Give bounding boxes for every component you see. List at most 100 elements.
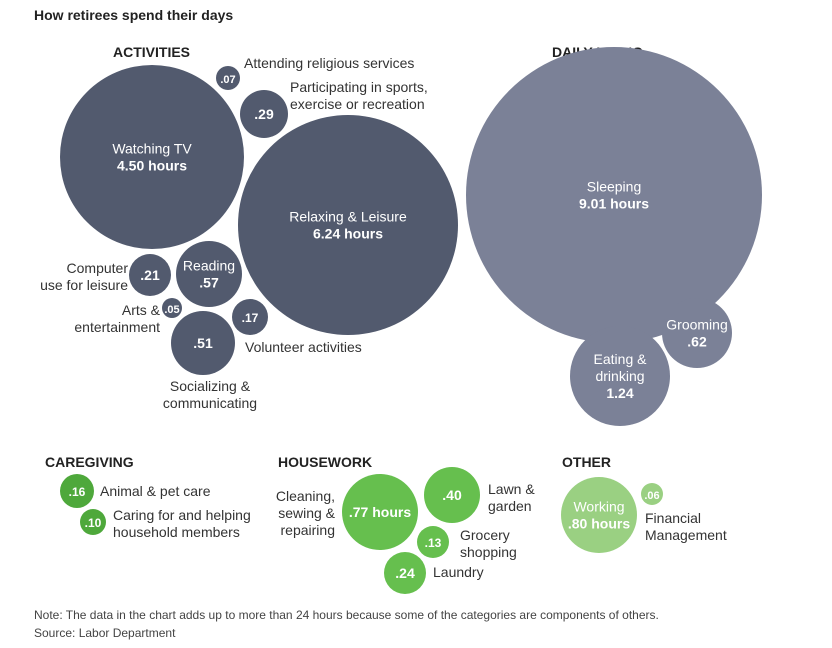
bubble-laundry: .24 Laundry [384,552,484,594]
bubble-value-working: .80 hours [568,516,630,532]
bubble-name-working: Working [573,499,624,515]
bubble-name-reading: Reading [183,258,235,274]
chart-title: How retirees spend their days [34,7,233,23]
bubble-value-arts-entertainment: .05 [164,304,179,316]
bubble-label-laundry: Laundry [433,564,484,580]
bubble-circle-grooming [662,298,732,368]
bubble-working: Working.80 hours [561,477,637,553]
bubble-circle-computer-use [129,254,171,296]
section-housework: HOUSEWORK [278,454,372,470]
bubble-label-arts-entertainment: entertainment [74,319,160,335]
bubble-value-volunteer: .17 [242,311,259,325]
bubble-label-arts-entertainment: Arts & [122,302,161,318]
bubble-label-grocery: Grocery [460,527,510,543]
bubble-name-grooming: Grooming [666,317,727,333]
bubble-value-household-members: .10 [85,516,102,530]
bubble-value-sleeping: 9.01 hours [579,196,649,212]
bubble-label-pet-care: Animal & pet care [100,483,211,499]
bubble-circle-watching-tv [60,65,244,249]
bubble-label-volunteer: Volunteer activities [245,339,362,355]
bubble-label-sports-exercise: exercise or recreation [290,96,425,112]
bubble-value-cleaning: .77 hours [349,504,411,520]
bubble-reading: Reading.57 [176,241,242,307]
bubble-circle-grocery [417,526,449,558]
bubble-value-sports-exercise: .29 [254,106,274,122]
bubble-label-socializing: Socializing & [170,378,251,394]
bubble-circle-cleaning [342,474,418,550]
bubble-label-lawn-garden: Lawn & [488,481,535,497]
bubble-circle-lawn-garden [424,467,480,523]
bubble-value-socializing: .51 [193,335,213,351]
bubble-name-eating-drinking: drinking [595,368,644,384]
bubble-label-computer-use: Computer [67,260,129,276]
bubble-label-religious-services: Attending religious services [244,55,414,71]
bubble-name-eating-drinking: Eating & [594,351,648,367]
bubble-label-cleaning: Cleaning, [276,488,335,504]
bubble-value-computer-use: .21 [140,267,160,283]
bubble-label-cleaning: sewing & [278,505,335,521]
bubble-circle-religious-services [216,66,240,90]
section-caregiving: CAREGIVING [45,454,134,470]
bubble-value-grocery: .13 [425,536,442,550]
bubble-value-lawn-garden: .40 [442,487,462,503]
bubble-circle-sleeping [466,47,762,343]
bubble-label-socializing: communicating [163,395,257,411]
bubble-value-financial: .06 [644,490,659,502]
bubble-circle-eating-drinking [570,326,670,426]
bubble-label-household-members: household members [113,524,240,540]
chart-source: Source: Labor Department [34,626,176,640]
bubble-circle-reading [176,241,242,307]
bubble-name-watching-tv: Watching TV [112,141,192,157]
bubble-label-cleaning: repairing [281,522,335,538]
bubble-circle-socializing [171,311,235,375]
bubble-label-household-members: Caring for and helping [113,507,251,523]
bubble-value-watching-tv: 4.50 hours [117,158,187,174]
chart-note: Note: The data in the chart adds up to m… [34,608,659,622]
bubble-label-lawn-garden: garden [488,498,532,514]
bubble-lawn-garden: .40 Lawn &garden [424,467,535,523]
bubble-circle-working [561,477,637,553]
section-other: OTHER [562,454,611,470]
bubble-value-pet-care: .16 [69,485,86,499]
bubble-value-religious-services: .07 [220,74,235,86]
bubble-pet-care: .16 Animal & pet care [60,474,211,508]
bubble-name-sleeping: Sleeping [587,179,642,195]
bubble-label-grocery: shopping [460,544,517,560]
bubble-value-relaxing-leisure: 6.24 hours [313,226,383,242]
bubble-value-eating-drinking: 1.24 [606,385,633,401]
bubble-name-relaxing-leisure: Relaxing & Leisure [289,209,407,225]
bubble-label-computer-use: use for leisure [40,277,128,293]
bubble-circle-volunteer [232,299,268,335]
bubble-watching-tv: Watching TV4.50 hours [60,65,244,249]
bubble-label-sports-exercise: Participating in sports, [290,79,428,95]
bubble-socializing: .51 Socializing &communicating [163,311,257,411]
bubble-circle-household-members [80,509,106,535]
bubble-cleaning: .77 hours Cleaning,sewing &repairing [276,474,418,550]
bubble-sports-exercise: .29 Participating in sports,exercise or r… [240,79,428,138]
bubble-circle-laundry [384,552,426,594]
bubble-religious-services: .07 Attending religious services [216,55,414,90]
bubble-label-financial: Financial [645,510,701,526]
bubble-grooming: Grooming.62 [662,298,732,368]
bubble-label-financial: Management [645,527,727,543]
bubble-value-reading: .57 [199,275,219,291]
bubble-circle-arts-entertainment [162,298,182,318]
bubble-circle-financial [641,483,663,505]
bubble-circle-relaxing-leisure [238,115,458,335]
bubble-circle-pet-care [60,474,94,508]
bubble-value-grooming: .62 [687,334,707,350]
bubble-volunteer: .17 Volunteer activities [232,299,362,355]
bubble-circle-sports-exercise [240,90,288,138]
bubble-value-laundry: .24 [395,565,415,581]
section-activities: ACTIVITIES [113,44,190,60]
